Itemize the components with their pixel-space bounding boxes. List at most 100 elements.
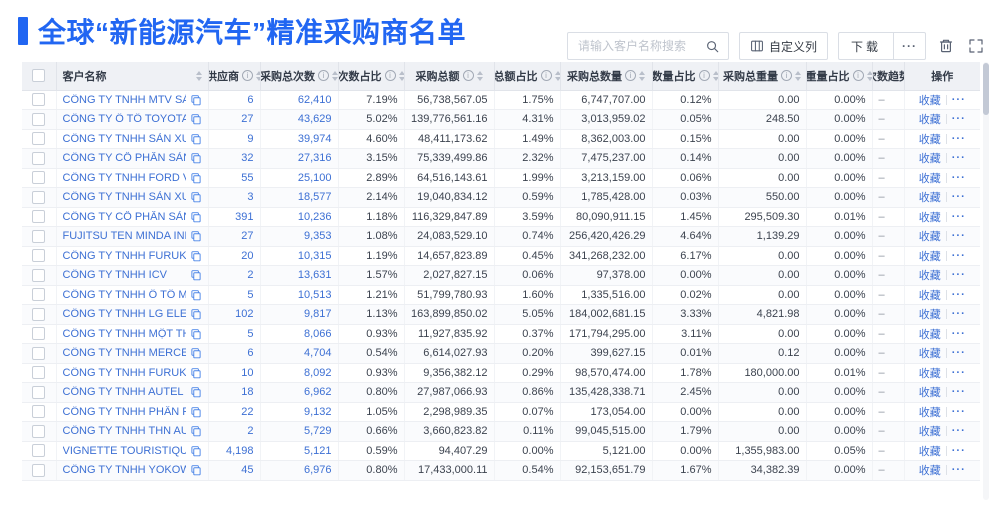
cell-purchase_count[interactable]: 10,513 <box>297 288 332 301</box>
favorite-button[interactable]: 收藏 <box>918 445 941 458</box>
cell-purchase_count[interactable]: 9,353 <box>303 230 332 243</box>
customer-name-link[interactable]: CÔNG TY TNHH FORD VIỆT NAM <box>62 171 186 184</box>
sort-icon[interactable] <box>398 70 403 81</box>
row-more-button[interactable]: ··· <box>951 171 966 184</box>
cell-supplier[interactable]: 2 <box>247 425 254 438</box>
sort-icon[interactable] <box>195 70 202 81</box>
row-checkbox[interactable] <box>32 327 46 341</box>
cell-purchase_count[interactable]: 9,817 <box>303 308 332 321</box>
info-icon[interactable] <box>242 70 253 82</box>
customer-name-link[interactable]: CÔNG TY CỔ PHẦN SẢN XUẤT... <box>62 152 186 165</box>
row-checkbox[interactable] <box>32 190 46 204</box>
customer-name-link[interactable]: CÔNG TY TNHH LG ELECTRON... <box>62 308 186 321</box>
cell-supplier[interactable]: 2 <box>247 269 254 282</box>
sort-icon[interactable] <box>332 70 337 81</box>
favorite-button[interactable]: 收藏 <box>918 250 941 263</box>
copy-icon[interactable] <box>190 269 202 281</box>
cell-purchase_count[interactable]: 10,315 <box>297 249 332 262</box>
info-icon[interactable] <box>384 70 396 82</box>
row-more-button[interactable]: ··· <box>951 327 966 340</box>
customer-name-link[interactable]: CÔNG TY TNHH SẢN XUẤT VÀ ... <box>62 191 186 204</box>
info-icon[interactable] <box>625 70 636 82</box>
favorite-button[interactable]: 收藏 <box>918 328 941 341</box>
cell-purchase_count[interactable]: 27,316 <box>297 152 332 165</box>
row-checkbox[interactable] <box>32 132 46 146</box>
cell-purchase_count[interactable]: 10,236 <box>297 210 332 223</box>
copy-icon[interactable] <box>190 211 202 223</box>
cell-supplier[interactable]: 32 <box>241 152 254 165</box>
customer-name-link[interactable]: CÔNG TY TNHH SẢN XUẤT VÀ ... <box>62 132 186 145</box>
cell-supplier[interactable]: 391 <box>235 210 254 223</box>
customer-name-link[interactable]: CÔNG TY TNHH MTV SẢN XUẤ... <box>62 93 186 106</box>
sort-icon[interactable] <box>256 70 259 81</box>
row-more-button[interactable]: ··· <box>951 132 966 145</box>
row-more-button[interactable]: ··· <box>951 152 966 165</box>
row-checkbox[interactable] <box>32 444 46 458</box>
copy-icon[interactable] <box>190 152 202 164</box>
select-all-checkbox[interactable] <box>32 69 46 83</box>
favorite-button[interactable]: 收藏 <box>918 231 941 244</box>
row-more-button[interactable]: ··· <box>951 308 966 321</box>
cell-purchase_count[interactable]: 5,729 <box>303 425 332 438</box>
copy-icon[interactable] <box>190 308 202 320</box>
customer-name-link[interactable]: CÔNG TY Ô TÔ TOYOTA VIỆT ... <box>62 113 186 126</box>
row-checkbox[interactable] <box>32 210 46 224</box>
copy-icon[interactable] <box>190 250 202 262</box>
row-checkbox[interactable] <box>32 151 46 165</box>
row-more-button[interactable]: ··· <box>951 444 966 457</box>
favorite-button[interactable]: 收藏 <box>918 270 941 283</box>
cell-purchase_count[interactable]: 5,121 <box>303 444 332 457</box>
cell-supplier[interactable]: 4,198 <box>225 444 254 457</box>
cell-purchase_count[interactable]: 43,629 <box>297 113 332 126</box>
customer-search-box[interactable] <box>566 32 729 60</box>
customer-name-link[interactable]: CÔNG TY CỔ PHẦN SẢN XUẤT... <box>62 210 186 223</box>
cell-supplier[interactable]: 5 <box>247 327 254 340</box>
copy-icon[interactable] <box>190 191 202 203</box>
customer-name-link[interactable]: VIGNETTE TOURISTIQUE G UNI... <box>62 444 186 457</box>
info-icon[interactable] <box>462 70 474 82</box>
fullscreen-icon[interactable] <box>966 36 986 56</box>
row-more-button[interactable]: ··· <box>951 288 966 301</box>
info-icon[interactable] <box>318 70 329 82</box>
sort-icon[interactable] <box>476 70 483 81</box>
favorite-button[interactable]: 收藏 <box>918 211 941 224</box>
info-icon[interactable] <box>540 70 552 82</box>
favorite-button[interactable]: 收藏 <box>918 387 941 400</box>
row-checkbox[interactable] <box>32 112 46 126</box>
cell-purchase_count[interactable]: 9,132 <box>303 405 332 418</box>
row-more-button[interactable]: ··· <box>951 425 966 438</box>
copy-icon[interactable] <box>190 113 202 125</box>
sort-icon[interactable] <box>866 70 871 81</box>
cell-purchase_count[interactable]: 6,976 <box>303 464 332 477</box>
cell-supplier[interactable]: 5 <box>247 288 254 301</box>
cell-purchase_count[interactable]: 13,631 <box>297 269 332 282</box>
row-more-button[interactable]: ··· <box>951 230 966 243</box>
info-icon[interactable] <box>698 70 710 82</box>
row-checkbox[interactable] <box>32 405 46 419</box>
copy-icon[interactable] <box>190 464 202 476</box>
row-checkbox[interactable] <box>32 463 46 477</box>
row-more-button[interactable]: ··· <box>951 191 966 204</box>
cell-purchase_count[interactable]: 8,092 <box>303 366 332 379</box>
sort-icon[interactable] <box>554 70 559 81</box>
cell-purchase_count[interactable]: 25,100 <box>297 171 332 184</box>
cell-purchase_count[interactable]: 8,066 <box>303 327 332 340</box>
favorite-button[interactable]: 收藏 <box>918 465 941 478</box>
download-more-button[interactable]: ··· <box>894 32 926 60</box>
favorite-button[interactable]: 收藏 <box>918 289 941 302</box>
row-checkbox[interactable] <box>32 229 46 243</box>
copy-icon[interactable] <box>190 328 202 340</box>
favorite-button[interactable]: 收藏 <box>918 153 941 166</box>
row-more-button[interactable]: ··· <box>951 347 966 360</box>
customer-name-link[interactable]: CÔNG TY TNHH YOKOWO VIỆT... <box>62 464 186 477</box>
cell-supplier[interactable]: 55 <box>241 171 254 184</box>
cell-supplier[interactable]: 102 <box>235 308 254 321</box>
row-more-button[interactable]: ··· <box>951 93 966 106</box>
favorite-button[interactable]: 收藏 <box>918 172 941 185</box>
cell-supplier[interactable]: 3 <box>247 191 254 204</box>
cell-purchase_count[interactable]: 39,974 <box>297 132 332 145</box>
cell-supplier[interactable]: 6 <box>247 347 254 360</box>
search-input[interactable] <box>575 38 705 54</box>
favorite-button[interactable]: 收藏 <box>918 426 941 439</box>
cell-supplier[interactable]: 10 <box>241 366 254 379</box>
